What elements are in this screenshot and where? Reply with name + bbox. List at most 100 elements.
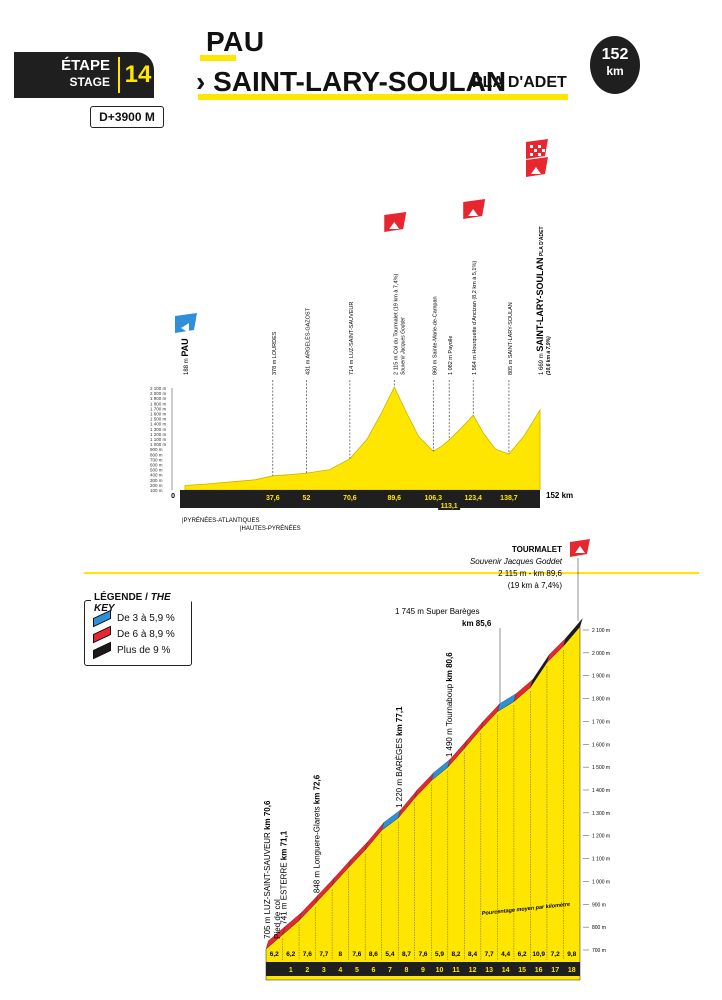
y-tick-label: 1 500 m: [150, 417, 167, 422]
y-tick-label: 1 000 m: [150, 442, 167, 447]
place-label: 188 m PAU: [180, 338, 190, 375]
place-label: 2 115 m Col du Tourmalet (19 km à 7,4%): [393, 274, 399, 375]
gradient-label: 7,7: [485, 951, 494, 958]
gradient-label: 8,6: [369, 951, 378, 958]
waypoint-name: 1 220 m BARÈGES: [395, 736, 404, 808]
y-tick-label: 1 900 m: [150, 396, 167, 401]
place-altitude: 188 m: [184, 357, 190, 375]
place-name: Payolle: [448, 336, 454, 354]
waypoint-label: 741 m ESTERRE km 71,1: [280, 830, 289, 924]
summit-line2: (19 km à 7,4%): [508, 581, 563, 590]
km-number: 16: [535, 967, 543, 974]
gradient-label: 7,7: [319, 951, 328, 958]
y-tick-label: 800 m: [592, 925, 606, 931]
y-tick-label: 900 m: [592, 902, 606, 908]
gradient-label: 6,2: [518, 951, 527, 958]
y-tick-label: 700 m: [150, 457, 163, 462]
km-mark-box: [438, 500, 461, 510]
y-tick-label: 1 300 m: [592, 811, 610, 817]
km-number: 11: [452, 967, 460, 974]
profile-area: [184, 386, 541, 491]
km-number: 1: [289, 967, 293, 974]
waypoint-label: 848 m Longuere-Glarets km 72,6: [313, 774, 322, 893]
y-tick-label: 1 400 m: [150, 422, 167, 427]
gradient-label: 5,4: [385, 951, 394, 958]
waypoint-km: km 77,1: [395, 706, 404, 736]
km-number: 5: [355, 967, 359, 974]
mountain-flag-icon: [384, 212, 407, 232]
y-tick-label: 2 000 m: [592, 651, 610, 657]
separator: [84, 572, 699, 574]
waypoint-name: 741 m ESTERRE: [280, 860, 289, 924]
place-name: Col du Tourmalet (19 km à 7,4%): [393, 274, 399, 354]
gradient-label: 7,2: [551, 951, 560, 958]
checker-cell: [542, 149, 545, 152]
km-number: 3: [322, 967, 326, 974]
distance-value: 152: [601, 46, 629, 63]
km-number: 15: [518, 967, 526, 974]
y-tick-label: 1 600 m: [592, 742, 610, 748]
place-altitude: 378 m: [272, 358, 278, 375]
start-title: PAU: [206, 26, 265, 57]
y-tick-label: 1 900 m: [592, 674, 610, 680]
y-tick-label: 1 100 m: [150, 437, 167, 442]
gradient-label: 4,4: [501, 951, 510, 958]
y-tick-label: 300 m: [150, 478, 163, 483]
waypoint-label: 1 220 m BARÈGES km 77,1: [395, 706, 404, 808]
gradient-label: 8: [339, 951, 343, 958]
stage-label: STAGE: [69, 75, 110, 89]
waypoint-name: 1 745 m Super Barèges: [395, 607, 480, 616]
place-name: LOURDES: [272, 331, 278, 358]
place-name: Sainte-Marie-de-Campan: [432, 296, 438, 358]
y-tick-label: 900 m: [150, 447, 163, 452]
title-highlight: [200, 55, 236, 61]
waypoint-label: 1 490 m Tournaboup km 80,6: [445, 652, 454, 757]
y-tick-label: 600 m: [150, 463, 163, 468]
arrival-subtitle: PLA D'ADET: [472, 74, 567, 91]
place-label: 431 m ARGELÈS-GAZOST: [304, 307, 311, 375]
distance-unit: km: [606, 64, 624, 78]
summit-line1: 2 115 m - km 89,6: [498, 569, 562, 578]
km-mark-label: 106,3: [425, 495, 443, 502]
place-label: 860 m Sainte-Marie-de-Campan: [432, 296, 438, 375]
gradient-label: 7,6: [303, 951, 312, 958]
place-name: SAINT-LARY-SOULAN: [535, 257, 545, 351]
gradient-label: 7,6: [352, 951, 361, 958]
y-tick-label: 1 600 m: [150, 412, 167, 417]
y-tick-label: 1 400 m: [592, 788, 610, 794]
waypoint-name: 705 m LUZ-SAINT-SAUVEUR: [263, 830, 272, 939]
y-tick-label: 700 m: [592, 948, 606, 954]
gradient-label: 8,7: [402, 951, 411, 958]
region-label: |HAUTES-PYRÉNÉES: [240, 525, 301, 532]
mountain-flag-icon: [463, 199, 486, 219]
y-tick-label: 2 100 m: [150, 386, 167, 391]
place-name: PAU: [180, 338, 190, 356]
y-tick-label: 1 100 m: [592, 857, 610, 863]
km-mark-label: 123,4: [464, 495, 482, 502]
km-number: 7: [388, 967, 392, 974]
km-end-label: 152 km: [546, 491, 573, 500]
mountain-glyph-icon: [531, 167, 541, 174]
km-number: 13: [485, 967, 493, 974]
etape-label: ÉTAPE: [61, 57, 110, 74]
stage-badge: [14, 52, 154, 98]
km-mark-label: 113,1: [441, 503, 458, 510]
legend-title: LÉGENDE / THE KEY: [91, 592, 191, 614]
stage-number: 14: [118, 57, 156, 93]
mountain-glyph-icon: [575, 546, 585, 553]
gradient-label: 6,2: [286, 951, 295, 958]
place-altitude: 805 m: [508, 358, 514, 375]
distance-badge: 152 km: [590, 36, 640, 94]
checker-cell: [534, 149, 537, 152]
place-altitude: 860 m: [432, 358, 438, 375]
km-bar: [180, 490, 540, 508]
km-band: [266, 962, 580, 976]
km-number: 10: [436, 967, 444, 974]
y-tick-label: 1 300 m: [150, 427, 167, 432]
summit-subtitle: Souvenir Jacques Goddet: [470, 557, 563, 566]
gradient-label: 7,6: [418, 951, 427, 958]
km-mark-label: 138,7: [500, 495, 518, 502]
place-label: 378 m LOURDES: [272, 331, 278, 375]
place-extra: (10,6 km à 7,9%): [546, 336, 552, 375]
place-label: 714 m LUZ-SAINT-SAUVEUR: [349, 302, 355, 375]
